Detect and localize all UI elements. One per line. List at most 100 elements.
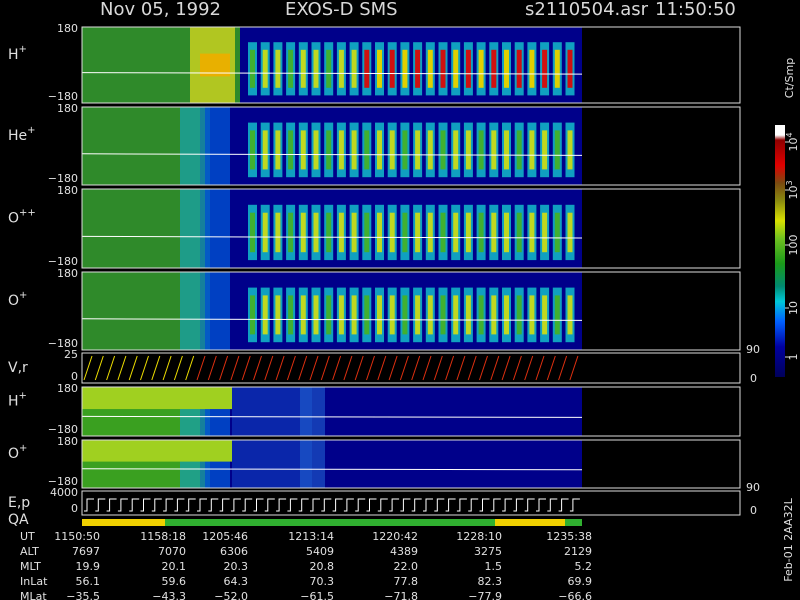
panel-label-text: O [8, 211, 19, 227]
ramp [512, 355, 522, 381]
streak [453, 295, 459, 335]
panel-label-text: E,p [8, 495, 30, 511]
streak [250, 295, 255, 335]
step [163, 498, 174, 512]
step [298, 498, 309, 512]
step [423, 498, 433, 512]
cell: 6306 [220, 545, 248, 558]
panel-frame [81, 490, 741, 516]
row-label: InLat [20, 575, 48, 588]
step [400, 498, 411, 512]
colorbar-tick-label: 103 [785, 180, 800, 199]
step [106, 498, 117, 512]
streak [313, 130, 319, 170]
tick-label: 180 [57, 184, 78, 197]
streak [542, 295, 548, 335]
step [197, 498, 207, 512]
streak [554, 130, 560, 170]
tick-label: 25 [64, 348, 78, 361]
cell: 77.8 [394, 575, 419, 588]
streak [516, 49, 522, 88]
cell: 70.3 [310, 575, 335, 588]
step [185, 498, 196, 512]
cell: 69.9 [568, 575, 593, 588]
streak [440, 49, 446, 88]
trace [81, 415, 583, 418]
streak [491, 130, 497, 170]
ramp [264, 355, 274, 381]
streak [250, 49, 255, 88]
streak [300, 49, 306, 88]
ramp [546, 355, 556, 381]
ramp [83, 355, 93, 381]
streak [554, 49, 560, 88]
ramp [230, 355, 240, 381]
streak [262, 212, 268, 253]
streak [250, 212, 255, 253]
transition [205, 107, 230, 185]
step [321, 498, 332, 512]
cell: 5409 [306, 545, 334, 558]
fade [300, 387, 325, 436]
ramp [366, 355, 375, 381]
ramp [219, 355, 229, 381]
step [253, 498, 264, 512]
step [208, 498, 219, 512]
panel-frame [81, 26, 741, 104]
step [95, 498, 106, 512]
panel-label: H+ [8, 391, 27, 410]
ramp [196, 355, 206, 381]
ramp [162, 355, 172, 381]
ramp [354, 355, 364, 381]
step [117, 498, 128, 512]
panel-label: O+ [8, 290, 27, 309]
transition [205, 272, 230, 350]
streak [415, 130, 421, 170]
streak [440, 130, 446, 170]
streak [465, 212, 471, 253]
trace [81, 468, 583, 471]
step [502, 498, 513, 512]
streak [389, 295, 395, 335]
step [174, 498, 185, 512]
streak [567, 295, 573, 335]
step [230, 498, 241, 512]
streak [529, 212, 535, 253]
ramp [467, 355, 477, 381]
colorbar-title: Ct/Smp [783, 58, 796, 98]
streak [465, 130, 471, 170]
ramp [524, 355, 534, 381]
ramp [558, 355, 568, 381]
ramp [253, 355, 262, 381]
streak [389, 212, 395, 253]
streak [415, 49, 421, 88]
ramp [173, 355, 183, 381]
streak [338, 212, 344, 253]
panel-label-text: H [8, 47, 19, 63]
panel-label-text: H [8, 394, 19, 410]
side-note: Feb-01 2AA32L [782, 497, 795, 581]
streak [415, 295, 421, 335]
streak [262, 49, 268, 88]
ramp [479, 355, 488, 381]
step [558, 498, 569, 512]
ramp [377, 355, 387, 381]
cell: 19.9 [76, 560, 101, 573]
trace [81, 72, 583, 75]
streak [338, 49, 344, 88]
streak [402, 130, 408, 170]
streak [491, 49, 497, 88]
ramp [332, 355, 342, 381]
step [389, 498, 400, 512]
streak [465, 295, 471, 335]
step [355, 498, 366, 512]
streak [478, 49, 484, 88]
step [434, 498, 445, 512]
ramp [207, 355, 217, 381]
cell: −35.5 [66, 590, 100, 600]
streak [478, 130, 484, 170]
cell: 3275 [474, 545, 502, 558]
cell: −66.6 [558, 590, 592, 600]
cell: 20.8 [310, 560, 335, 573]
tick-label: 180 [57, 267, 78, 280]
